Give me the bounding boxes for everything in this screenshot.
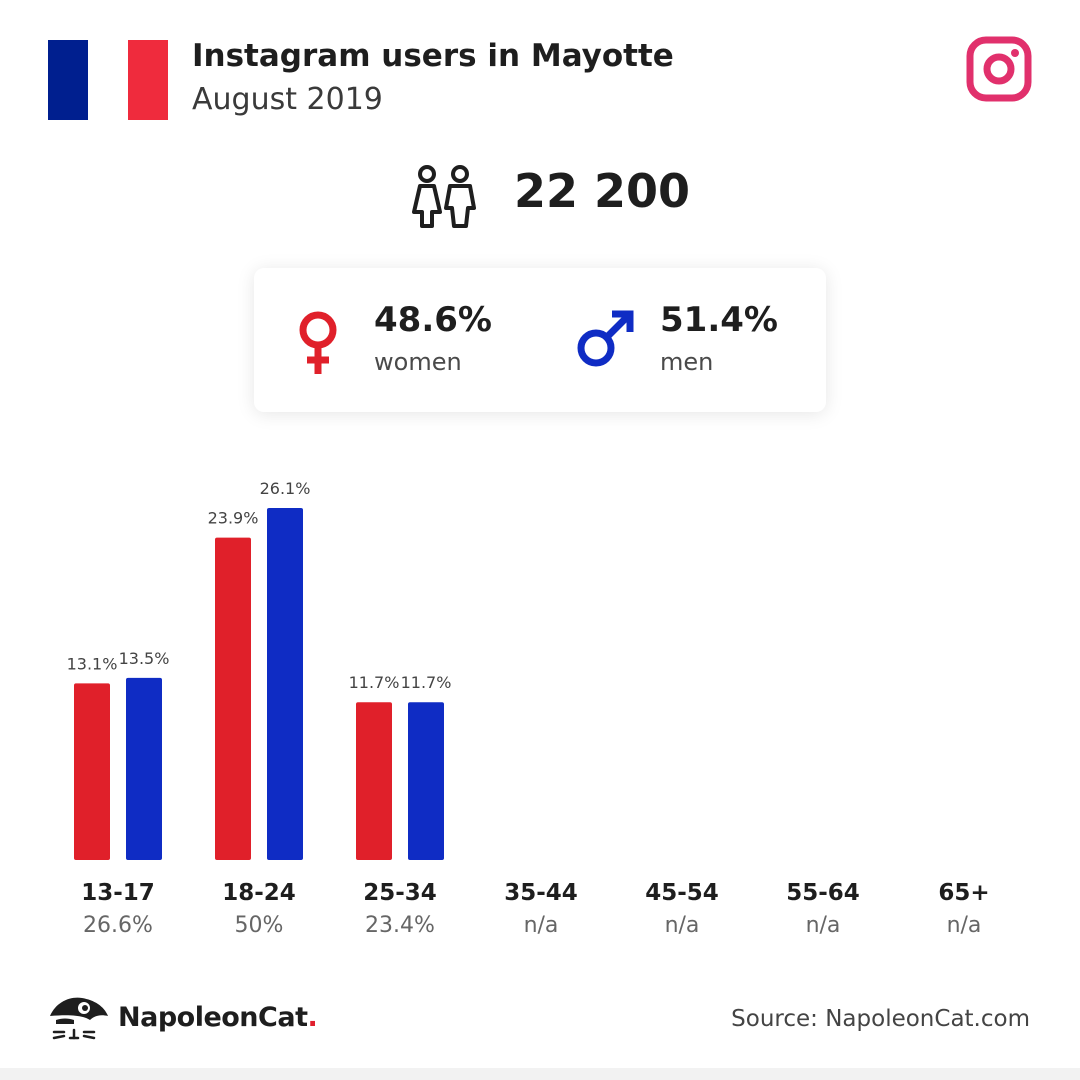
bar-13-17-s1 (126, 677, 162, 860)
brand-text: NapoleonCat (118, 1002, 308, 1033)
women-percent: 48.6% (374, 300, 492, 340)
category-total-label: n/a (806, 913, 841, 938)
women-label: women (374, 348, 462, 376)
page-title: Instagram users in Mayotte (192, 38, 674, 74)
category-total-label: 26.6% (83, 913, 153, 938)
bar-value-label: 13.5% (119, 649, 170, 668)
category-total-label: 23.4% (365, 913, 435, 938)
category-total-label: n/a (524, 913, 559, 938)
source-text: Source: NapoleonCat.com (731, 1006, 1030, 1032)
bar-25-34-s1 (408, 702, 444, 860)
female-symbol-icon (299, 311, 337, 374)
male-symbol-icon (577, 310, 634, 367)
napoleoncat-logo-icon (50, 997, 108, 1040)
flag-red-stripe (128, 40, 168, 120)
people-icon (412, 165, 476, 228)
bar-18-24-s0 (215, 537, 251, 860)
category-label: 13-17 (81, 880, 155, 906)
bar-value-label: 11.7% (401, 673, 452, 692)
brand-dot: . (307, 1002, 318, 1033)
gender-card: 48.6% women 51.4% men (254, 268, 826, 412)
bar-25-34-s0 (356, 702, 392, 860)
men-percent: 51.4% (660, 300, 778, 340)
bar-value-label: 26.1% (260, 479, 311, 498)
category-label: 65+ (938, 880, 989, 906)
footer-bar (0, 1068, 1080, 1080)
category-label: 25-34 (363, 880, 437, 906)
page-subtitle: August 2019 (192, 82, 383, 117)
bar-18-24-s1 (267, 508, 303, 860)
flag-blue-stripe (48, 40, 88, 120)
category-label: 45-54 (645, 880, 719, 906)
instagram-icon (966, 36, 1032, 102)
bar-13-17-s0 (74, 683, 110, 860)
men-label: men (660, 348, 714, 376)
category-label: 18-24 (222, 880, 296, 906)
category-label: 35-44 (504, 880, 578, 906)
brand-name: NapoleonCat. (118, 1002, 318, 1033)
bar-value-label: 23.9% (208, 509, 259, 528)
category-label: 55-64 (786, 880, 860, 906)
category-total-label: n/a (947, 913, 982, 938)
bar-value-label: 11.7% (349, 673, 400, 692)
bar-value-label: 13.1% (67, 654, 118, 673)
age-distribution-chart: 13.1% 13.5% 13-17 26.6% 23.9%26.1% 18-24 50% 11… (67, 479, 990, 938)
category-total-label: 50% (235, 913, 284, 938)
total-users-value: 22 200 (514, 164, 691, 218)
category-total-label: n/a (665, 913, 700, 938)
